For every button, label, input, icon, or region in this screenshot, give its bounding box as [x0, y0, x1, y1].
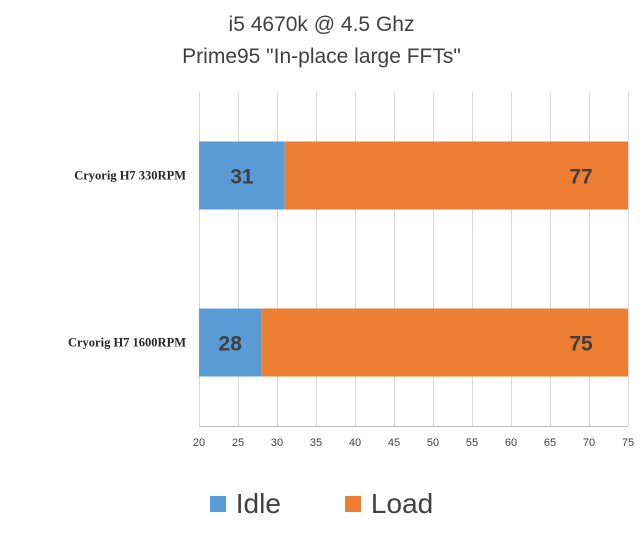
- x-tick-label-60: 60: [505, 437, 517, 449]
- x-tick-label-65: 65: [544, 437, 556, 449]
- x-tick-label-35: 35: [310, 437, 322, 449]
- category-label-1: Cryorig H7 1600RPM: [68, 336, 186, 350]
- bar-load-1: [261, 308, 628, 377]
- x-tick-label-20: 20: [193, 437, 205, 449]
- x-tick-label-50: 50: [427, 437, 439, 449]
- chart-title-line-1: i5 4670k @ 4.5 Ghz: [228, 13, 415, 36]
- x-tick-label-45: 45: [388, 437, 400, 449]
- x-tick-label-55: 55: [466, 437, 478, 449]
- legend-swatch-load: [344, 496, 361, 512]
- legend-entry-load: Load: [344, 488, 434, 520]
- data-label-load-0: 77: [569, 166, 592, 189]
- x-tick-label-30: 30: [271, 437, 283, 449]
- x-tick-label-25: 25: [232, 437, 244, 449]
- category-label-0: Cryorig H7 330RPM: [74, 169, 186, 183]
- bar-idle-0: [199, 141, 285, 210]
- legend-entry-idle: Idle: [209, 488, 281, 520]
- chart-title-line-2: Prime95 "In-place large FFTs": [182, 45, 461, 68]
- data-label-idle-1: 28: [219, 333, 243, 356]
- plot-area: 20 25 30 35 40 45 50 55 60 65 70 75 Cryorig H7 330RP…: [68, 92, 634, 449]
- legend: Idle Load: [0, 488, 643, 520]
- bar-load-0: [284, 141, 628, 210]
- bar-idle-1: [199, 308, 262, 377]
- x-tick-label-75: 75: [622, 437, 634, 449]
- legend-swatch-idle: [209, 496, 226, 512]
- data-label-load-1: 75: [569, 333, 593, 356]
- x-tick-label-40: 40: [349, 437, 361, 449]
- legend-label-load: Load: [370, 488, 434, 519]
- legend-label-idle: Idle: [235, 488, 281, 519]
- data-label-idle-0: 31: [230, 166, 254, 189]
- x-tick-label-70: 70: [583, 437, 595, 449]
